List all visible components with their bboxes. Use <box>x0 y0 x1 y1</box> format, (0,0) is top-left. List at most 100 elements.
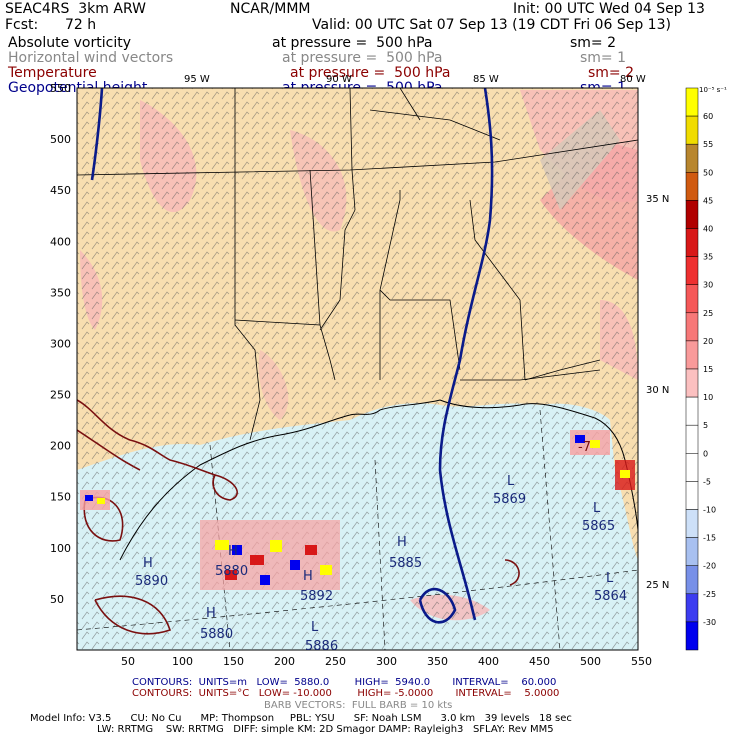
high-label-2: H <box>303 569 313 584</box>
x-axis: 50 100 150 200 250 300 350 400 450 500 550 <box>121 655 652 668</box>
colorbar-swatch <box>685 424 699 454</box>
colorbar-tick-label: 10 <box>703 393 713 402</box>
colorbar-swatch <box>685 368 699 398</box>
x-tick-label: 50 <box>121 655 135 668</box>
colorbar-tick-label: -20 <box>703 562 716 571</box>
colorbar-tick-label: 0 <box>703 449 708 458</box>
height-contours <box>90 88 494 624</box>
lon-label-95w: 95 W <box>184 74 210 85</box>
colorbar: 605550454035302520151050-5-10-15-20-25-3… <box>685 87 716 651</box>
high-label-4: H <box>143 556 153 571</box>
init-time: Init: 00 UTC Wed 04 Sep 13 <box>513 1 705 17</box>
colorbar-swatch <box>685 284 699 314</box>
x-tick-label: 550 <box>631 655 652 668</box>
y-tick-label: 250 <box>50 389 71 402</box>
field-name-wind: Horizontal wind vectors <box>8 50 174 66</box>
low-label-1: L <box>507 474 515 489</box>
high-label-1: H <box>397 535 407 550</box>
x-tick-label: 400 <box>478 655 499 668</box>
high-value-5: 5880 <box>200 627 233 642</box>
x-tick-label: 150 <box>223 655 244 668</box>
colorbar-swatch <box>685 87 699 117</box>
lat-label-30n: 30 N <box>646 385 669 396</box>
y-tick-label: 50 <box>50 593 64 606</box>
state-borders <box>77 88 638 441</box>
colorbar-swatch <box>685 115 699 145</box>
y-tick-label: 450 <box>50 184 71 197</box>
high-label-5: H <box>206 606 216 621</box>
coastline <box>119 399 638 561</box>
low-label-3: L <box>606 571 614 586</box>
y-tick-label: 300 <box>50 337 71 350</box>
x-tick-label: 500 <box>580 655 601 668</box>
x-tick-label: 100 <box>172 655 193 668</box>
high-value-3: 5880 <box>215 564 248 579</box>
y-tick-label: 100 <box>50 542 71 555</box>
temperature-contour-info: CONTOURS: UNITS=°C LOW= -10.000 HIGH= -5… <box>132 688 560 699</box>
colorbar-tick-label: -10 <box>703 506 716 515</box>
colorbar-tick-label: 30 <box>703 281 713 290</box>
temp-label: -7 <box>578 440 591 455</box>
colorbar-swatch <box>685 200 699 229</box>
field-name-temperature: Temperature <box>8 65 97 81</box>
colorbar-swatch <box>685 340 699 370</box>
field-name-vorticity: Absolute vorticity <box>8 35 131 51</box>
colorbar-tick-label: 15 <box>703 365 713 374</box>
low-label-2: L <box>593 501 601 516</box>
y-tick-label: 350 <box>50 286 71 299</box>
x-tick-label: 350 <box>427 655 448 668</box>
colorbar-tick-label: 55 <box>703 140 713 149</box>
colorbar-tick-label: 50 <box>703 168 713 177</box>
y-tick-label: 150 <box>50 491 71 504</box>
high-value-4: 5890 <box>135 574 168 589</box>
colorbar-swatch <box>685 256 699 285</box>
convection-cells <box>80 430 635 590</box>
colorbar-swatch <box>685 143 699 173</box>
barb-info: BARB VECTORS: FULL BARB = 10 kts <box>264 700 453 711</box>
colorbar-tick-label: -25 <box>703 590 716 599</box>
center-name: NCAR/MMM <box>230 1 311 17</box>
low-value-2: 5865 <box>582 519 615 534</box>
colorbar-swatch <box>685 509 699 538</box>
low-value-1: 5869 <box>493 492 526 507</box>
field-sm-vorticity: sm= 2 <box>570 35 617 51</box>
field-sm-temperature: sm= 2 <box>588 65 635 81</box>
lon-label-90w: 90 W <box>326 74 352 85</box>
valid-time: Valid: 00 UTC Sat 07 Sep 13 (19 CDT Fri … <box>312 17 671 33</box>
y-tick-label: 550 <box>50 82 71 95</box>
y-axis: 50 100 150 200 250 300 350 400 450 500 550 <box>50 82 71 606</box>
colorbar-swatch <box>685 396 699 426</box>
forecast-hours: 72 h <box>65 17 97 33</box>
high-label-3: H <box>228 544 238 559</box>
colorbar-tick-label: 60 <box>703 112 713 121</box>
field-sm-wind: sm= 1 <box>580 50 627 66</box>
colorbar-tick-label: -5 <box>703 477 711 486</box>
colorbar-unit: 10⁻⁵ s⁻¹ <box>699 86 727 94</box>
colorbar-swatch <box>685 565 699 595</box>
colorbar-tick-label: 45 <box>703 196 713 205</box>
colorbar-swatch <box>685 593 699 623</box>
lon-label-80w: 80 W <box>620 74 646 85</box>
field-level-vorticity: at pressure = 500 hPa <box>272 35 433 51</box>
model-info-line1: Model Info: V3.5 CU: No Cu MP: Thompson … <box>30 713 572 724</box>
temperature-contours <box>77 399 520 635</box>
x-tick-label: 250 <box>325 655 346 668</box>
lat-label-25n: 25 N <box>646 580 669 591</box>
low-value-3: 5864 <box>594 589 627 604</box>
x-tick-label: 300 <box>376 655 397 668</box>
x-tick-label: 450 <box>529 655 550 668</box>
height-contour-info: CONTOURS: UNITS=m LOW= 5880.0 HIGH= 5940… <box>132 677 557 688</box>
colorbar-swatch <box>685 621 699 651</box>
colorbar-tick-label: 25 <box>703 309 713 318</box>
y-tick-label: 200 <box>50 440 71 453</box>
high-value-1: 5885 <box>389 556 422 571</box>
colorbar-swatch <box>685 537 699 566</box>
colorbar-swatch <box>685 172 699 201</box>
low-label-4: L <box>311 620 319 635</box>
colorbar-tick-label: -15 <box>703 534 716 543</box>
colorbar-swatch <box>685 228 699 257</box>
high-value-2: 5892 <box>300 589 333 604</box>
lon-label-85w: 85 W <box>473 74 499 85</box>
model-info-line2: LW: RRTMG SW: RRTMG DIFF: simple KM: 2D … <box>97 724 554 735</box>
